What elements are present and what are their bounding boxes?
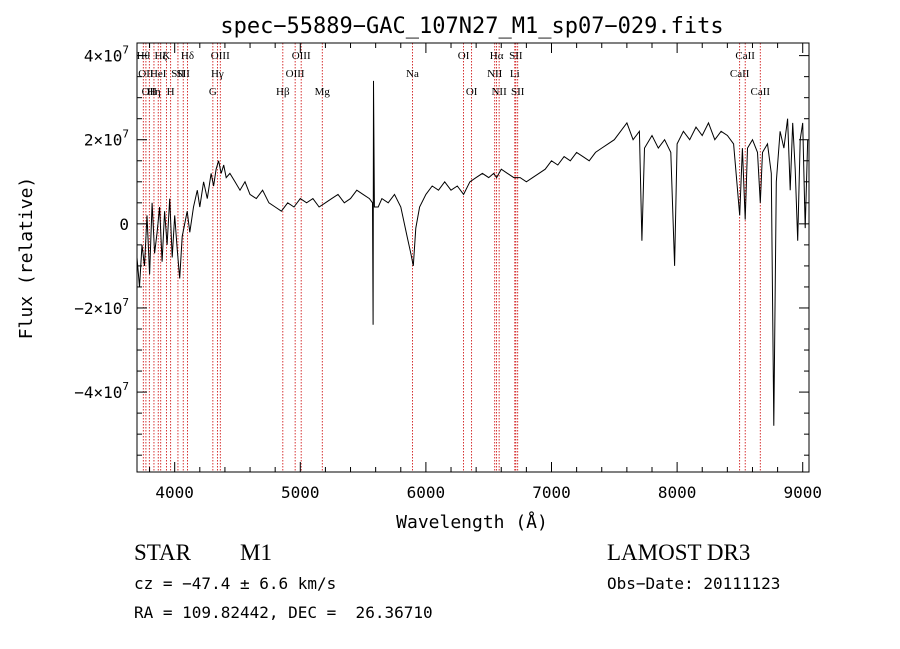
y-tick-mantissa: −4×10 [74,383,122,402]
line-label: OII [142,86,158,98]
object-subclass: M1 [240,540,272,565]
redshift-cz: cz = −47.4 ± 6.6 km/s [134,574,337,593]
x-axis: 4000 5000 6000 7000 8000 9000 [149,43,822,502]
y-tick-exponent: 7 [122,44,129,57]
x-tick-label: 7000 [532,483,571,502]
y-tick-mantissa: −2×10 [74,299,122,318]
observation-date: Obs−Date: 20111123 [607,574,781,593]
y-tick-mantissa: 0 [119,215,129,234]
x-tick-label: 5000 [281,483,320,502]
line-label: H [167,86,175,98]
line-label: CaII [735,50,755,62]
x-tick-label: 8000 [658,483,697,502]
y-tick-label: 2×107 [84,128,129,150]
y-tick-mantissa: 4×10 [84,47,123,66]
line-label: CaII [750,86,770,98]
line-label: OII [138,68,154,80]
line-label: SII [171,68,185,80]
line-label: G [209,86,217,98]
y-tick-exponent: 7 [122,128,129,141]
line-label: Mg [315,86,331,98]
line-label: Hζ [154,50,167,62]
y-tick-mantissa: 2×10 [84,131,123,150]
x-tick-label: 4000 [155,483,194,502]
object-class: STAR [134,540,191,565]
line-label: OI [458,50,470,62]
line-label: OIII [286,68,305,80]
line-label: NII [487,68,503,80]
spectrum-chart: spec−55889−GAC_107N27_M1_sp07−029.fits 4… [16,14,822,533]
line-label: OIII [292,50,311,62]
line-label: OIII [211,50,230,62]
line-label: Hδ [181,50,194,62]
x-axis-label: Wavelength (Å) [396,511,548,533]
emission-line-markers [142,43,761,472]
line-label: Hβ [276,86,290,98]
line-label: SII [176,68,190,80]
x-tick-label: 9000 [783,483,822,502]
line-label: K [162,50,170,62]
line-label: CaII [730,68,750,80]
plot-frame [136,42,810,473]
line-label: Hθ [137,50,150,62]
y-tick-exponent: 7 [122,296,129,309]
chart-title: spec−55889−GAC_107N27_M1_sp07−029.fits [220,14,723,39]
line-label: Hη [147,86,161,98]
line-label: Na [406,68,419,80]
line-labels: HθOIIOIIHηHeIHζKHSIISIIHδGHγOIIIHβOIIIOI… [137,50,771,98]
y-tick-label: 0 [119,215,129,234]
line-label: HeI [150,68,167,80]
line-label: NII [491,86,507,98]
survey-name: LAMOST DR3 [607,540,751,565]
spectrum-line [136,80,809,426]
line-label: OI [466,86,478,98]
line-label: Hγ [211,68,224,80]
y-axis-label: Flux (relative) [16,177,37,340]
x-tick-label: 6000 [407,483,446,502]
line-label: Hα [490,50,504,62]
y-tick-label: −2×107 [74,296,129,318]
coordinates: RA = 109.82442, DEC = 26.36710 [134,603,433,622]
line-label: Li [510,68,520,80]
y-tick-exponent: 7 [122,380,129,393]
line-label: SII [509,50,523,62]
y-tick-label: −4×107 [74,380,129,402]
line-label: SII [511,86,525,98]
y-tick-label: 4×107 [84,44,129,66]
